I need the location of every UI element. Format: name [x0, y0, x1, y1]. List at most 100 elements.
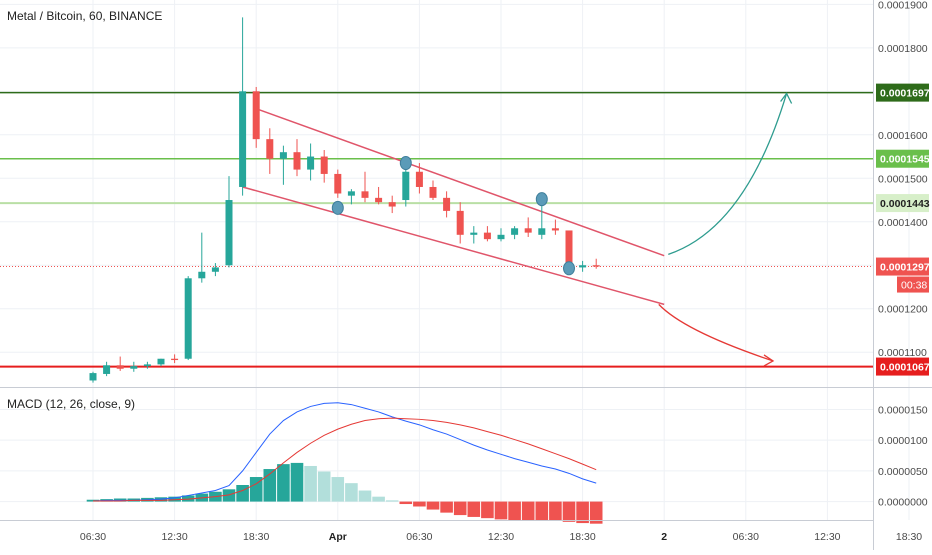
candle-body	[592, 265, 600, 267]
descending-channel	[242, 108, 665, 306]
level-price-label: 0.0001545	[880, 154, 930, 166]
candle-body	[116, 365, 124, 369]
candle-body	[89, 373, 97, 381]
projection-down-arrowhead	[763, 354, 775, 367]
candle-body	[511, 228, 519, 235]
macd-hist-bar	[345, 483, 358, 502]
time-tick-label: 18:30	[569, 531, 595, 543]
time-tick-label: 12:30	[161, 531, 187, 543]
candle-body	[361, 191, 369, 198]
level-price-label-bg	[876, 83, 929, 102]
macd-hist-bar	[290, 462, 304, 502]
time-tick-label: 12:30	[488, 531, 514, 543]
macd-hist-bar	[521, 501, 535, 520]
candle-body	[252, 91, 260, 140]
macd-hist-bar	[467, 501, 481, 517]
signal-line	[93, 417, 597, 502]
time-tick-label: Apr	[329, 531, 347, 543]
last-price-label: 0.0001297	[880, 262, 930, 274]
candle-body	[143, 364, 151, 367]
price-tick-label: 0.0001400	[878, 217, 928, 229]
macd-hist-bar	[440, 501, 453, 513]
touch-marker	[331, 200, 344, 215]
candle-body	[429, 186, 437, 198]
candle-body	[103, 365, 111, 374]
candles	[89, 17, 600, 383]
time-tick-label: 2	[661, 531, 667, 543]
touch-marker	[535, 192, 548, 207]
candle-body	[293, 152, 301, 170]
price-tick-label: 0.0001500	[878, 173, 928, 185]
candle-body	[402, 171, 410, 201]
candle-body	[157, 358, 165, 365]
channel-upper-line	[255, 108, 665, 257]
candle-body	[497, 234, 505, 240]
price-labels: 0.0001697 0.0001545 0.0001443 0.0001067 0.00…	[876, 83, 930, 376]
macd-hist-bar	[413, 501, 426, 507]
candle-body	[538, 228, 546, 235]
candle-body	[456, 210, 464, 235]
level-price-label: 0.0001443	[880, 198, 930, 210]
price-tick-label: 0.0001200	[878, 304, 928, 316]
macd-hist-bar	[562, 501, 576, 522]
macd-hist-bar	[331, 477, 345, 502]
touch-marker	[399, 156, 412, 171]
time-tick-label: 06:30	[406, 531, 432, 543]
projection-up-arrowhead	[780, 92, 793, 104]
macd-tick-label: 0.0000100	[878, 435, 928, 447]
candle-body	[320, 156, 328, 174]
candle-body	[279, 152, 287, 159]
macd-hist-bar	[168, 496, 181, 502]
macd-hist-bar	[222, 489, 236, 502]
level-price-label: 0.0001067	[880, 362, 930, 374]
projection-down-curve	[658, 303, 774, 362]
macd-hist-bar	[508, 501, 521, 520]
candle-body	[347, 191, 355, 196]
macd-hist-bar	[426, 501, 440, 510]
chart-title: Metal / Bitcoin, 60, BINANCE	[7, 9, 162, 23]
level-price-label-bg	[876, 194, 929, 213]
candle-body	[524, 228, 532, 233]
macd-hist-bar	[385, 500, 399, 502]
macd-hist-bar	[263, 469, 277, 502]
macd-hist-bar	[494, 501, 508, 520]
macd-hist-bar	[317, 471, 331, 502]
last-price-label-bg	[876, 257, 929, 276]
macd-hist-bar	[304, 465, 317, 502]
touch-marker	[563, 261, 575, 276]
macd-hist-bar	[277, 464, 290, 502]
price-tick-label: 0.0001600	[878, 130, 928, 142]
time-tick-label: 12:30	[814, 531, 840, 543]
macd-hist-bar	[372, 496, 385, 502]
candle-body	[375, 197, 383, 203]
candle-body	[211, 267, 219, 272]
time-tick-label: 18:30	[243, 531, 269, 543]
time-tick-label: 06:30	[733, 531, 759, 543]
candle-body	[415, 171, 423, 187]
channel-lower-line	[242, 186, 665, 306]
time-tick-label: 18:30	[896, 531, 922, 543]
countdown-bg	[897, 276, 929, 293]
macd-hist-bar	[535, 501, 549, 520]
macd-hist-bar	[236, 485, 249, 502]
horizontal-levels	[0, 91, 873, 368]
price-tick-label: 0.0001900	[878, 0, 928, 11]
candle-body	[483, 232, 491, 240]
macd-title: MACD (12, 26, close, 9)	[7, 397, 135, 411]
macd-hist-bar	[549, 501, 562, 521]
level-price-label-bg	[876, 149, 929, 168]
macd-hist-bar	[481, 501, 494, 519]
candle-body	[130, 366, 138, 369]
macd-hist-bar	[576, 501, 589, 524]
macd-pane	[86, 402, 603, 524]
price-tick-label: 0.0001100	[878, 347, 927, 359]
candle-body	[266, 139, 274, 159]
macd-tick-label: 0.0000050	[878, 466, 928, 478]
macd-tick-label: 0.0000000	[878, 497, 928, 509]
macd-hist-bar	[358, 490, 372, 502]
candle-body	[307, 156, 315, 170]
grid	[0, 0, 910, 520]
